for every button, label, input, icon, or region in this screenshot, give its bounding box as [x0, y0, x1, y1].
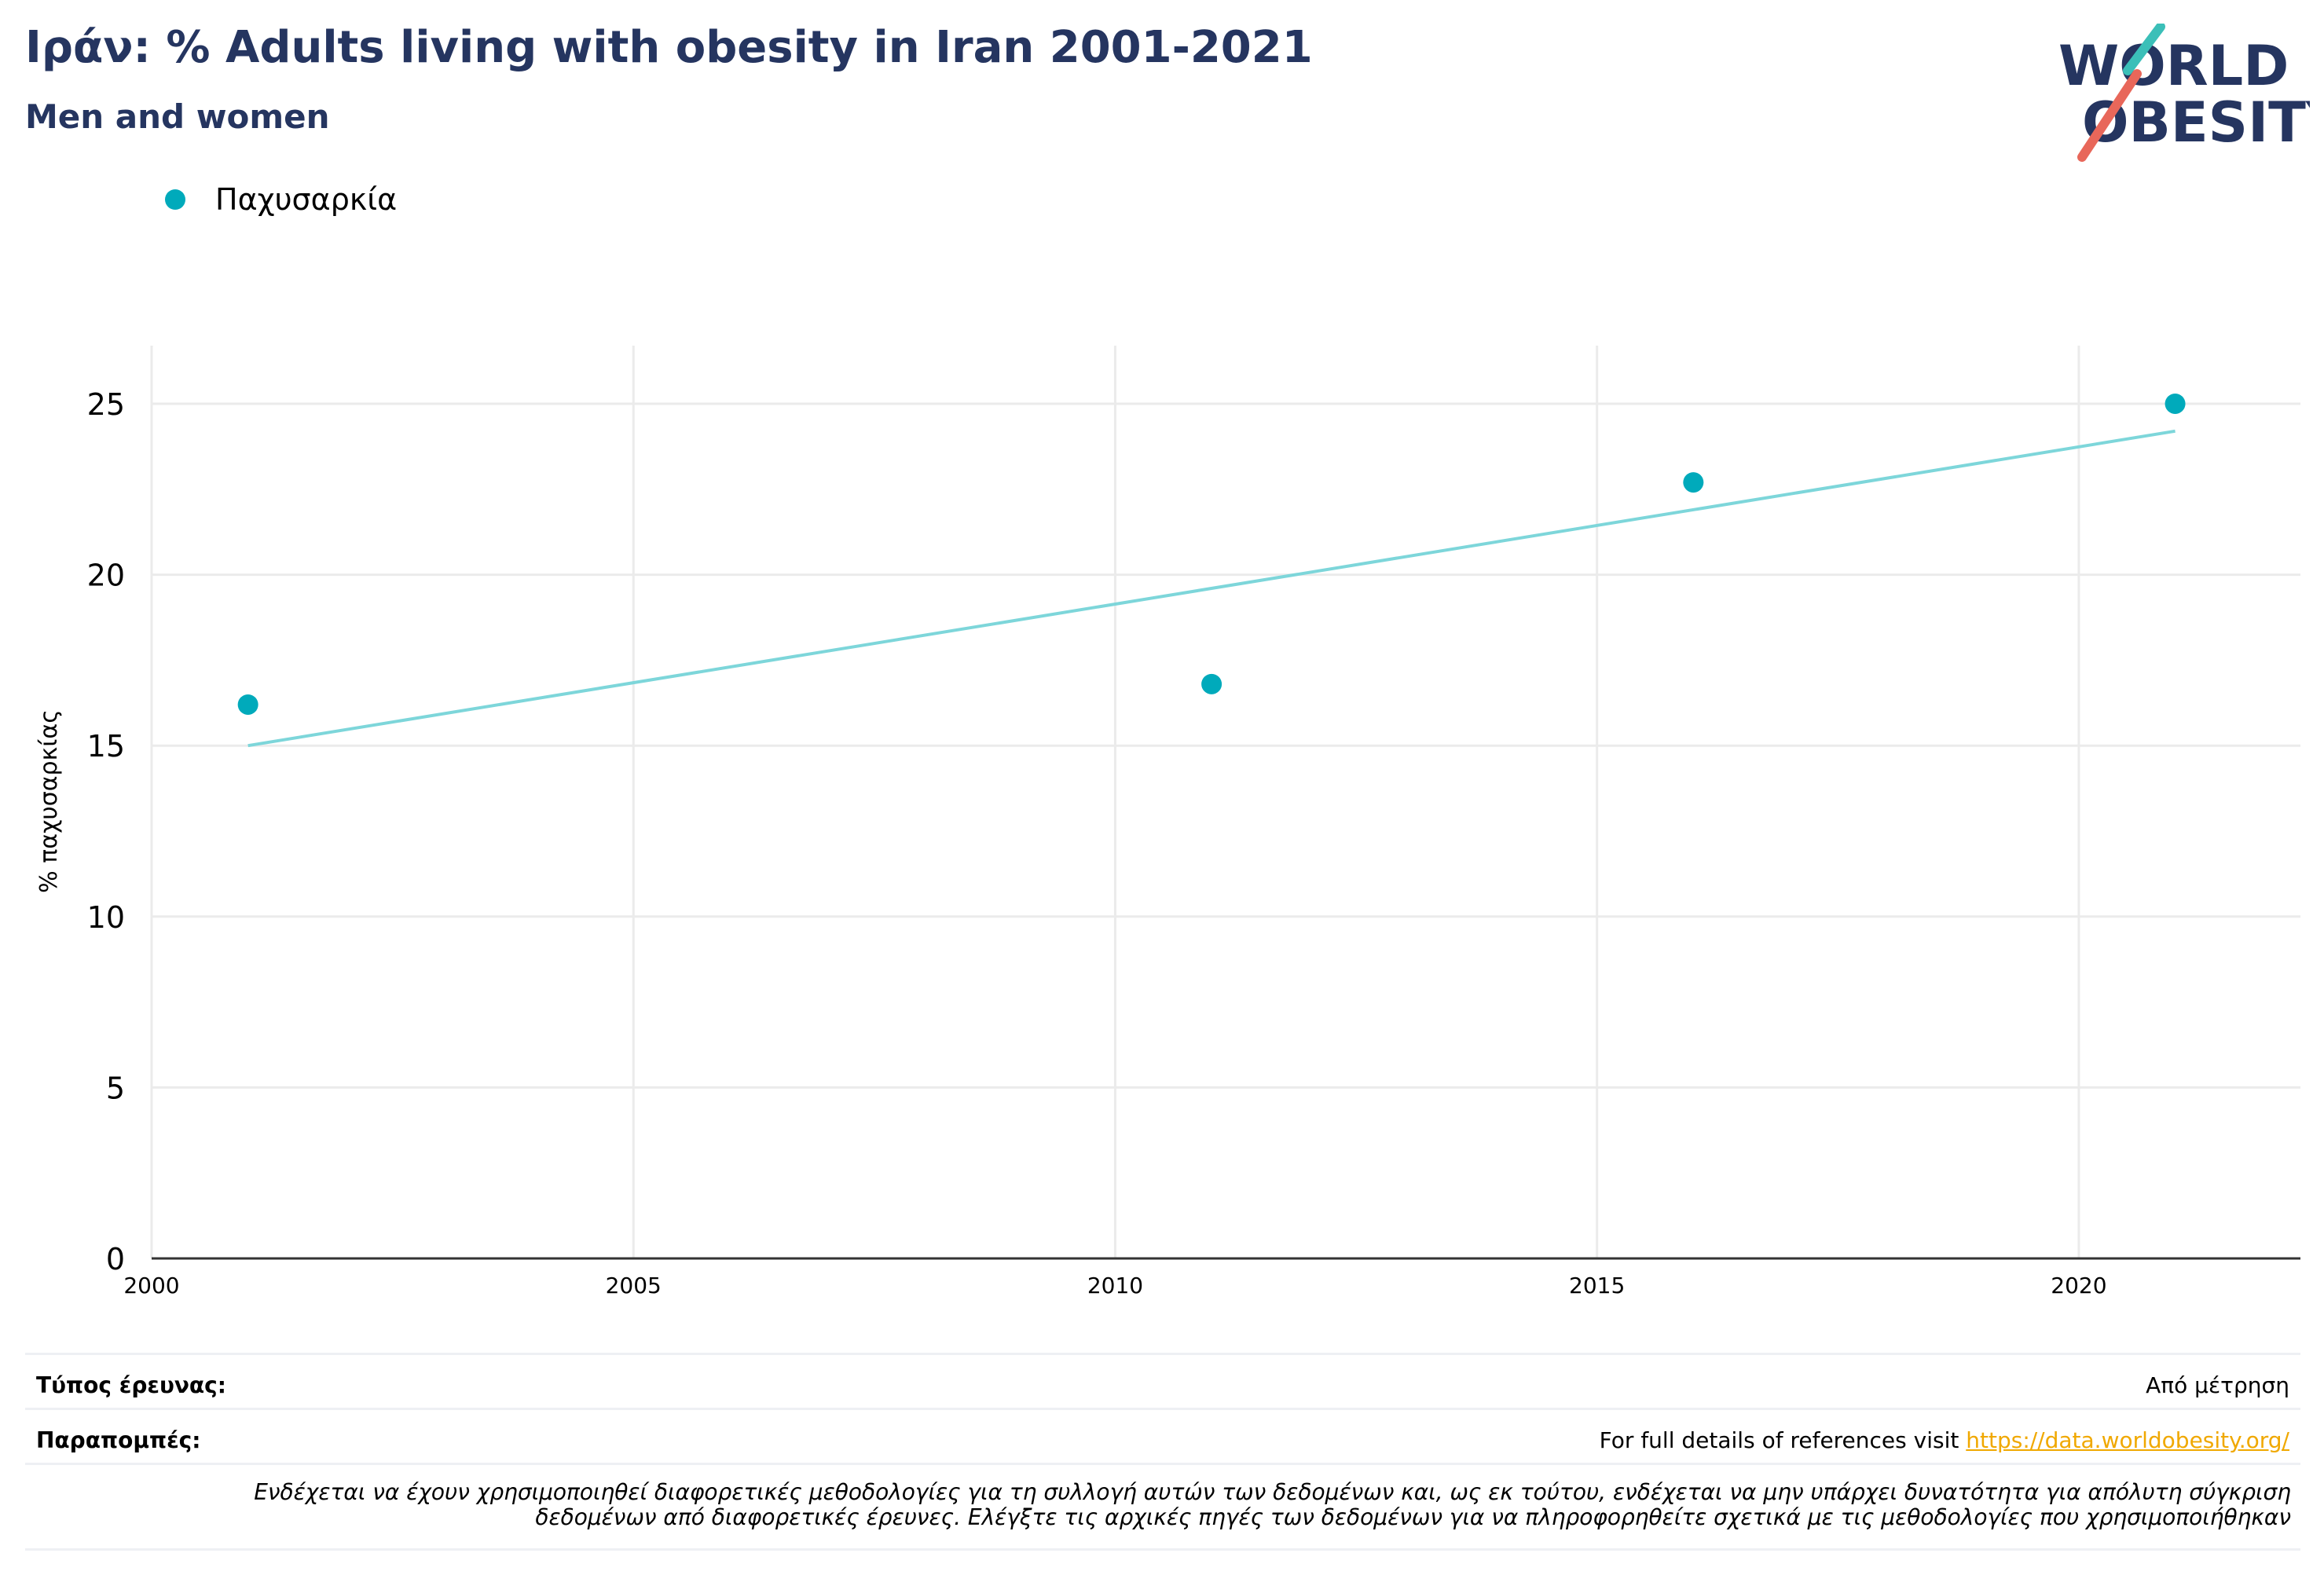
y-tick-label: 5 [106, 1071, 125, 1105]
disclaimer-line-1: Ενδέχεται να έχουν χρησιμοποιηθεί διαφορ… [254, 1479, 2291, 1505]
legend-marker-icon [165, 189, 185, 210]
chart-subtitle: Men and women [25, 97, 330, 136]
references-text: For full details of references visit [1599, 1427, 1967, 1453]
survey-type-label: Τύπος έρευνας: [36, 1372, 226, 1398]
references-value: For full details of references visit htt… [1600, 1427, 2289, 1453]
disclaimer: Ενδέχεται να έχουν χρησιμοποιηθεί διαφορ… [31, 1480, 2291, 1530]
data-point [2165, 393, 2186, 414]
logo-slash-teal-icon [2123, 24, 2165, 75]
y-tick-label: 10 [87, 900, 125, 935]
survey-type-value: Από μέτρηση [2146, 1372, 2289, 1398]
obesity-scatter-chart: 0 5 10 15 20 25 2000 2005 2010 2015 2020 % παχυσαρ… [35, 346, 2300, 1298]
trendline [247, 429, 2176, 748]
logo-slash-red-icon [2077, 69, 2142, 162]
y-tick-label: 20 [87, 559, 125, 593]
y-tick-label: 25 [87, 387, 125, 422]
y-axis-label: % παχυσαρκίας [35, 709, 63, 893]
points-layer [237, 393, 2186, 715]
data-point [1683, 472, 1704, 493]
x-tick-label: 2000 [123, 1273, 179, 1298]
axes: 0 5 10 15 20 25 2000 2005 2010 2015 2020 [87, 387, 2300, 1298]
legend: Παχυσαρκία [165, 182, 397, 217]
logo-text-world: WORLD [2058, 34, 2289, 98]
x-tick-label: 2010 [1087, 1273, 1143, 1298]
references-row: Παραπομπές: For full details of referenc… [25, 1408, 2300, 1465]
references-link[interactable]: https://data.worldobesity.org/ [1966, 1427, 2289, 1453]
data-point [1201, 673, 1222, 694]
references-label: Παραπομπές: [36, 1427, 201, 1453]
grid [150, 346, 2300, 1258]
x-tick-label: 2005 [606, 1273, 662, 1298]
world-obesity-logo: WORLD OBESITY [2058, 24, 2310, 162]
disclaimer-line-2: δεδομένων από διαφορετικές έρευνες. Ελέγ… [535, 1504, 2291, 1530]
y-tick-label: 0 [106, 1242, 125, 1276]
survey-type-row: Τύπος έρευνας: Από μέτρηση [25, 1353, 2300, 1410]
legend-label: Παχυσαρκία [215, 182, 398, 217]
x-tick-label: 2020 [2051, 1273, 2106, 1298]
data-point [237, 694, 258, 715]
y-tick-label: 15 [87, 729, 125, 764]
x-tick-label: 2015 [1569, 1273, 1625, 1298]
chart-title: Ιράν: % Adults living with obesity in Ir… [25, 22, 1313, 73]
disclaimer-row [25, 1463, 2300, 1551]
trendline-layer [247, 429, 2176, 748]
